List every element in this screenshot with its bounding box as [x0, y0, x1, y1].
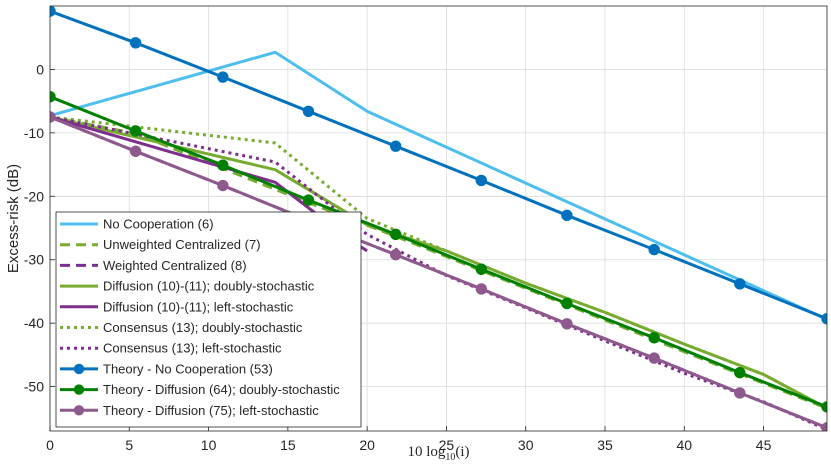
data-point — [821, 401, 827, 413]
x-tick-label: 30 — [518, 437, 534, 453]
x-axis-title-prefix: 10 log — [407, 444, 445, 460]
legend-label: Diffusion (10)-(11); doubly-stochastic — [103, 279, 315, 294]
series-7 — [50, 6, 827, 325]
tick-labels: 0 5 10 15 20 25 30 35 40 45 0 -10 -20 -30 -40 -50 — [24, 61, 772, 453]
legend-label: Consensus (13); doubly-stochastic — [103, 320, 303, 335]
legend-label: Theory - Diffusion (64); doubly-stochast… — [103, 382, 340, 397]
data-point — [50, 6, 56, 17]
x-tick-label: 20 — [359, 437, 375, 453]
data-point — [129, 145, 142, 157]
data-point — [734, 366, 746, 379]
series-line — [50, 95, 827, 409]
legend-item: Weighted Centralized (8) — [60, 258, 247, 273]
y-tick-label: -40 — [24, 315, 44, 331]
legend-box — [55, 211, 362, 428]
data-point — [217, 179, 229, 192]
data-point — [217, 71, 229, 83]
legend-label: Theory - No Cooperation (53) — [103, 361, 273, 376]
data-point — [561, 297, 573, 310]
legend-label: Unweighted Centralized (7) — [103, 237, 261, 252]
data-point — [561, 209, 573, 222]
legend-item: Theory - Diffusion (75); left-stochastic — [60, 403, 319, 418]
x-tick-label: 5 — [125, 437, 133, 453]
legend-item: Diffusion (10)-(11); left-stochastic — [60, 299, 294, 314]
data-point — [475, 174, 488, 187]
data-point — [129, 125, 142, 137]
data-point — [217, 159, 229, 171]
data-point — [734, 278, 746, 290]
series-line — [50, 50, 827, 321]
plot-frame — [49, 5, 828, 432]
data-point — [302, 194, 315, 206]
x-tick-label: 10 — [201, 437, 217, 453]
legend-item: Consensus (13); doubly-stochastic — [60, 320, 303, 335]
x-tick-label: 25 — [439, 437, 455, 453]
y-tick-label: 0 — [36, 61, 44, 77]
data-point — [734, 387, 746, 399]
series-line — [50, 115, 827, 430]
y-tick-label: -50 — [24, 379, 44, 395]
legend-marker — [73, 405, 85, 416]
x-tick-label: 45 — [756, 437, 772, 453]
legend-item: Theory - Diffusion (64); doubly-stochast… — [60, 382, 340, 397]
x-tick-label: 40 — [676, 437, 692, 453]
data-point — [129, 37, 142, 49]
legend-item: No Cooperation (6) — [60, 217, 214, 232]
legend-label: Weighted Centralized (8) — [103, 258, 247, 273]
legend-item: Theory - No Cooperation (53) — [60, 361, 273, 376]
legend-label: Diffusion (10)-(11); left-stochastic — [103, 299, 294, 314]
legend-label: Consensus (13); left-stochastic — [103, 341, 282, 356]
series-0 — [50, 50, 827, 321]
y-axis-title: Excess-risk (dB) — [5, 164, 22, 273]
x-tick-label: 0 — [46, 437, 54, 453]
legend-item: Consensus (13); left-stochastic — [60, 341, 282, 356]
data-point — [50, 91, 56, 103]
x-tick-label: 15 — [280, 437, 296, 453]
series-layer — [50, 6, 827, 431]
x-tick-label: 35 — [597, 437, 613, 453]
legend-marker — [73, 363, 85, 375]
series-line — [50, 9, 827, 321]
y-tick-label: -30 — [24, 252, 44, 268]
data-point — [821, 313, 827, 325]
series-line — [50, 115, 827, 410]
data-point — [389, 140, 402, 152]
series-5 — [50, 115, 827, 410]
data-point — [475, 283, 488, 295]
legend: No Cooperation (6) Unweighted Centralized… — [55, 211, 362, 428]
x-axis-title-sub: 10 — [445, 452, 455, 463]
data-point — [302, 105, 315, 117]
data-point — [50, 111, 56, 123]
data-point — [821, 422, 827, 431]
data-point — [389, 228, 402, 241]
y-tick-label: -20 — [24, 188, 44, 204]
data-point — [389, 248, 402, 261]
legend-label: Theory - Diffusion (75); left-stochastic — [103, 403, 319, 418]
x-axis-title: 10 log10(i) — [407, 444, 469, 463]
legend-item: Diffusion (10)-(11); doubly-stochastic — [60, 279, 315, 294]
y-tick-label: -10 — [24, 125, 44, 141]
data-point — [648, 243, 660, 256]
legend-item: Unweighted Centralized (7) — [60, 237, 261, 252]
x-axis-title-suffix: (i) — [455, 444, 469, 460]
data-point — [648, 352, 660, 364]
data-point — [648, 332, 660, 344]
legend-label: No Cooperation (6) — [103, 217, 214, 232]
data-point — [475, 263, 488, 275]
legend-marker — [73, 384, 85, 395]
data-point — [561, 318, 573, 330]
